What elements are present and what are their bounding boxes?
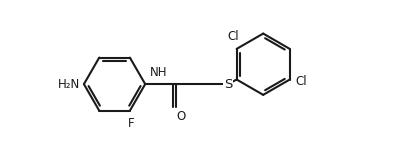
Text: F: F [128, 117, 135, 130]
Text: Cl: Cl [295, 75, 307, 88]
Text: S: S [224, 78, 232, 91]
Text: Cl: Cl [228, 30, 240, 43]
Text: O: O [176, 110, 186, 123]
Text: NH: NH [150, 66, 168, 79]
Text: H₂N: H₂N [58, 78, 80, 91]
